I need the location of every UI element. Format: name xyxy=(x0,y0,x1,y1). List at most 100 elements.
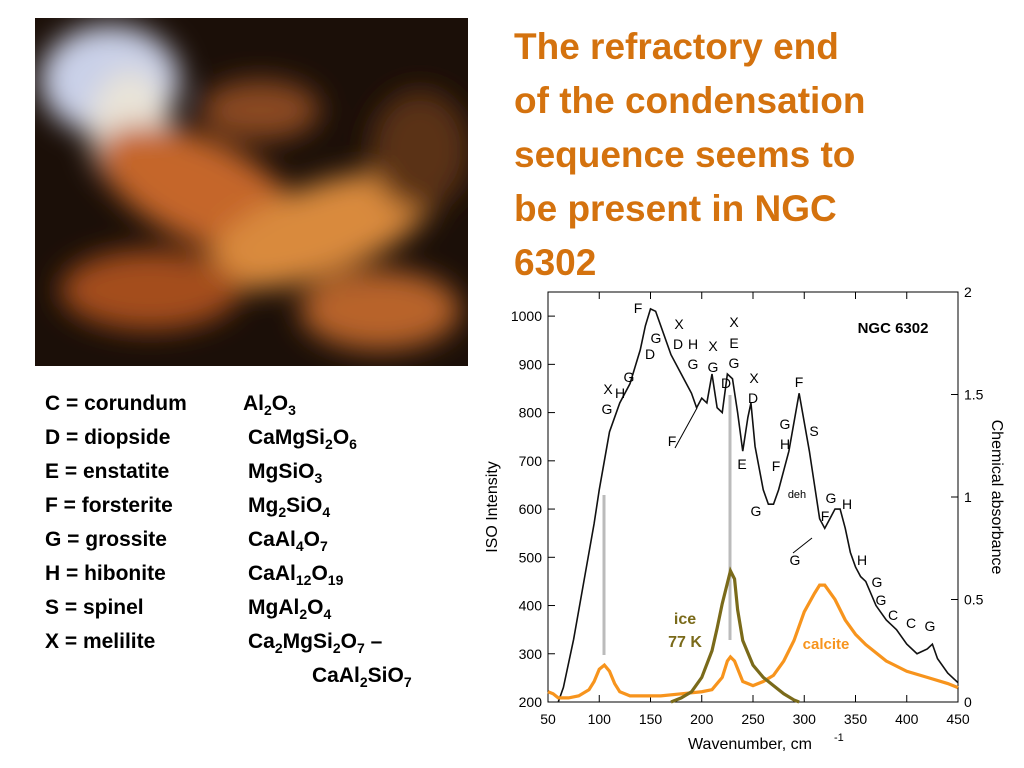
x-tick-label: 250 xyxy=(741,711,765,727)
peak-label: X xyxy=(749,370,759,386)
y-tick-label: 300 xyxy=(519,646,543,662)
mineral-name: D = diopside xyxy=(45,426,171,449)
peak-label: H xyxy=(688,336,698,352)
peak-label: F xyxy=(668,433,677,449)
pointer xyxy=(792,537,813,554)
peak-label: G xyxy=(602,401,613,417)
x-tick-label: 50 xyxy=(540,711,556,727)
y-tick-label: 600 xyxy=(519,501,543,517)
y2-tick-label: 1.5 xyxy=(964,387,984,403)
mineral-name: E = enstatite xyxy=(45,460,170,483)
series-label: calcite xyxy=(803,636,850,653)
y-tick-label: 500 xyxy=(519,549,543,565)
x-axis-label-sup: -1 xyxy=(834,732,844,744)
peak-label: D xyxy=(721,375,731,391)
y-axis-label: ISO Intensity xyxy=(484,461,501,553)
x-tick-label: 200 xyxy=(690,711,714,727)
x-tick-label: 350 xyxy=(844,711,868,727)
x-tick-label: 450 xyxy=(946,711,970,727)
peak-label: D xyxy=(673,336,683,352)
peak-label: G xyxy=(729,355,740,371)
y-tick-label: 200 xyxy=(519,694,543,710)
peak-label: G xyxy=(688,356,699,372)
peak-label: G xyxy=(708,359,719,375)
mineral-name: C = corundum xyxy=(45,392,187,415)
peak-label: G xyxy=(790,552,801,568)
series-label: NGC 6302 xyxy=(858,320,929,337)
title: The refractory end of the condensation seq… xyxy=(514,20,866,290)
peak-label: deh xyxy=(788,489,806,501)
plot-frame xyxy=(547,291,959,703)
title-line: be present in NGC xyxy=(514,188,837,229)
y-tick-label: 900 xyxy=(519,356,543,372)
peak-label: C xyxy=(888,607,898,623)
mineral-name: X = melilite xyxy=(45,630,156,653)
series-label: 77 K xyxy=(668,634,702,651)
peak-label: X xyxy=(729,314,739,330)
mineral-name: G = grossite xyxy=(45,528,167,551)
y2-tick-label: 0 xyxy=(964,694,972,710)
peak-label: H xyxy=(857,552,867,568)
peak-label: X xyxy=(674,316,684,332)
mineral-formula: CaAl2SiO7 xyxy=(312,664,412,691)
peak-label: D xyxy=(645,346,655,362)
mineral-formula: Mg2SiO4 xyxy=(248,494,331,521)
peak-label: F xyxy=(772,458,781,474)
peak-label: F xyxy=(821,508,830,524)
y2-tick-label: 2 xyxy=(964,284,972,300)
y2-axis-label: Chemical absorbance xyxy=(988,420,1005,575)
peak-label: F xyxy=(795,374,804,390)
peak-label: S xyxy=(809,423,818,439)
mineral-formula: MgAl2O4 xyxy=(248,596,332,623)
y-tick-label: 700 xyxy=(519,453,543,469)
x-tick-label: 400 xyxy=(895,711,919,727)
peak-label: D xyxy=(748,390,758,406)
peak-label: E xyxy=(729,335,738,351)
peak-label: G xyxy=(651,330,662,346)
peak-label: G xyxy=(751,503,762,519)
title-line: 6302 xyxy=(514,242,597,283)
x-tick-label: 100 xyxy=(588,711,612,727)
peak-label: C xyxy=(906,615,916,631)
mineral-formula: CaAl12O19 xyxy=(248,562,344,589)
mineral-formula: CaAl4O7 xyxy=(248,528,328,555)
pointer xyxy=(674,407,698,449)
peak-label: X xyxy=(603,381,613,397)
mineral-name: F = forsterite xyxy=(45,494,173,517)
peak-label: G xyxy=(876,592,887,608)
series-line xyxy=(547,583,959,700)
peak-label: H xyxy=(615,385,625,401)
title-line: The refractory end xyxy=(514,26,839,67)
series-line xyxy=(670,566,800,704)
title-line: of the condensation xyxy=(514,80,866,121)
series-line xyxy=(557,307,959,703)
y-tick-label: 400 xyxy=(519,598,543,614)
peak-label: G xyxy=(826,490,837,506)
peak-label: X xyxy=(708,338,718,354)
peak-label: H xyxy=(842,496,852,512)
y-tick-label: 1000 xyxy=(511,308,542,324)
peak-label: G xyxy=(624,369,635,385)
x-axis-label: Wavenumber, cm xyxy=(688,736,812,753)
x-tick-label: 300 xyxy=(793,711,817,727)
peak-label: F xyxy=(634,300,643,316)
mineral-formula: CaMgSi2O6 xyxy=(248,426,357,453)
peak-label: E xyxy=(737,456,746,472)
y2-tick-label: 0.5 xyxy=(964,592,984,608)
mineral-name: H = hibonite xyxy=(45,562,166,585)
mineral-formula: MgSiO3 xyxy=(248,460,323,487)
nebula-photo xyxy=(35,18,468,366)
mineral-formula: Al2O3 xyxy=(243,392,296,419)
y2-tick-label: 1 xyxy=(964,489,972,505)
mineral-formula: Ca2MgSi2O7 – xyxy=(248,630,383,657)
peak-label: G xyxy=(872,574,883,590)
series-label: ice xyxy=(674,611,696,628)
mineral-name: S = spinel xyxy=(45,596,144,619)
peak-label: G xyxy=(925,618,936,634)
peak-label: G xyxy=(780,416,791,432)
x-tick-label: 150 xyxy=(639,711,663,727)
peak-label: H xyxy=(780,436,790,452)
title-line: sequence seems to xyxy=(514,134,856,175)
